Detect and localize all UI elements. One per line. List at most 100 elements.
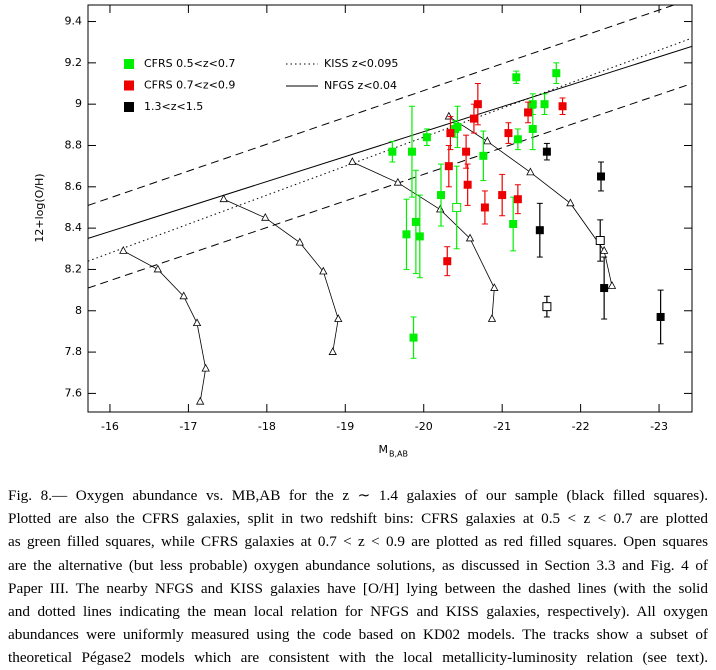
y-axis-label: 12+log(O/H)	[33, 173, 46, 242]
data-point	[595, 236, 605, 246]
caption: Fig. 8.— Oxygen abundance vs. MB,AB for …	[8, 484, 708, 670]
caption-line: abundances were uniformly measured using…	[8, 626, 708, 644]
data-point	[469, 114, 478, 123]
data-point	[512, 73, 521, 82]
x-tick-label: -21	[493, 420, 511, 433]
track-point	[526, 167, 535, 176]
y-tick-label: 8.4	[65, 221, 83, 234]
caption-line: are the alternative (but less probable) …	[8, 556, 708, 574]
model-track	[223, 198, 339, 353]
legend-label: 1.3<z<1.5	[144, 100, 203, 113]
data-point	[540, 100, 549, 109]
data-point	[498, 191, 507, 200]
data-point	[452, 202, 462, 212]
plot-area	[88, 5, 692, 405]
data-point	[407, 147, 416, 156]
legend-label: KISS z<0.095	[324, 57, 398, 70]
x-tick-label: -17	[179, 420, 197, 433]
x-tick-label: -22	[572, 420, 590, 433]
y-tick-label: 8.8	[65, 138, 83, 151]
x-tick-label: -16	[101, 420, 119, 433]
y-tick-label: 9.2	[65, 56, 83, 69]
data-point	[415, 232, 424, 241]
chart: 12+log(O/H) M B,AB -16 -17 -18 -19 -20 -21 -22…	[33, 4, 693, 459]
data-point	[528, 100, 537, 109]
track-point	[487, 314, 497, 322]
data-point	[444, 162, 453, 171]
data-point	[411, 217, 420, 226]
track-point	[192, 318, 202, 327]
track-point	[119, 246, 128, 254]
y-tick-label: 8.6	[65, 180, 83, 193]
model-track	[448, 116, 613, 287]
data-point	[552, 69, 561, 78]
data-point	[463, 180, 472, 189]
data-point	[402, 230, 411, 239]
caption-line: Paper III. The nearby NFGS and KISS gala…	[8, 579, 708, 597]
track-point	[566, 198, 575, 207]
data-point	[542, 302, 552, 312]
y-tick-label: 8.2	[65, 262, 83, 275]
data-point	[388, 147, 397, 156]
data-point	[462, 147, 471, 156]
relation-line	[88, 5, 676, 206]
data-point	[535, 226, 544, 235]
data-point	[443, 257, 452, 266]
x-tick-label: -19	[336, 420, 354, 433]
data-point	[513, 195, 522, 204]
caption-line: as green filled squares, while CFRS gala…	[8, 533, 708, 551]
track-point	[196, 396, 205, 405]
relation-line	[88, 83, 692, 289]
track-point	[599, 246, 609, 254]
track-point	[436, 204, 445, 213]
data-point	[436, 191, 445, 200]
track-point	[179, 291, 188, 300]
y-tick-label: 9	[75, 97, 82, 110]
caption-line: and dotted lines indicating the mean loc…	[8, 603, 708, 621]
track-point	[607, 281, 617, 289]
data-point	[480, 203, 489, 212]
data-point	[509, 219, 518, 228]
page: 12+log(O/H) M B,AB -16 -17 -18 -19 -20 -21 -22…	[8, 4, 708, 667]
track-point	[444, 111, 454, 120]
data-point	[473, 100, 482, 109]
model-track	[123, 250, 207, 402]
x-axis-label: M	[379, 443, 389, 456]
track-point	[393, 177, 403, 186]
legend-swatch	[124, 80, 134, 91]
data-point	[656, 312, 665, 321]
data-point	[528, 124, 537, 133]
legend-label: NFGS z<0.04	[324, 79, 397, 92]
data-point	[524, 108, 533, 117]
track-point	[201, 363, 210, 372]
track-point	[483, 136, 492, 145]
caption-line: Plotted are also the CFRS galaxies, spli…	[8, 510, 708, 528]
track-point	[348, 157, 357, 165]
data-point	[542, 147, 551, 156]
model-track	[352, 161, 495, 320]
x-tick-label: -18	[258, 420, 276, 433]
track-point	[490, 283, 499, 291]
y-tick-label: 8	[75, 304, 82, 317]
y-tick-label: 9.4	[65, 15, 83, 28]
x-tick-label: -20	[415, 420, 433, 433]
data-point	[558, 102, 567, 111]
data-point	[513, 135, 522, 144]
data-point	[446, 129, 455, 138]
x-tick-label: -23	[650, 420, 668, 433]
caption-line: Fig. 8.— Oxygen abundance vs. MB,AB for …	[8, 487, 708, 504]
legend-swatch	[124, 59, 134, 69]
data-point	[504, 129, 513, 138]
legend-label: CFRS 0.7<z<0.9	[144, 79, 235, 92]
track-point	[261, 212, 270, 221]
legend-label: CFRS 0.5<z<0.7	[144, 57, 235, 70]
legend-swatch	[124, 102, 134, 112]
track-point	[219, 194, 228, 203]
y-tick-label: 7.6	[65, 386, 83, 399]
relation-line	[88, 45, 692, 239]
data-point	[479, 151, 488, 160]
track-point	[153, 264, 162, 273]
data-point	[453, 122, 462, 131]
data-point	[422, 133, 431, 142]
data-point	[597, 172, 606, 181]
